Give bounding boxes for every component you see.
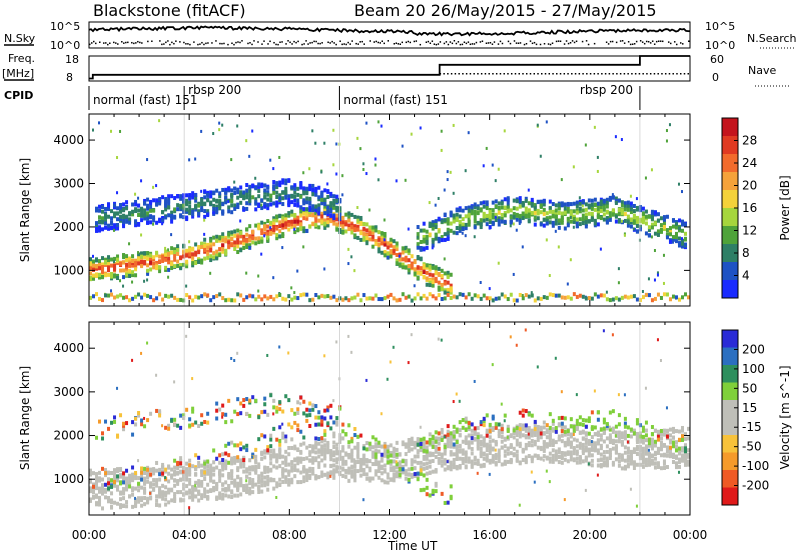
beam-date-title: Beam 20 26/May/2015 - 27/May/2015 (354, 1, 657, 20)
freq-tick-bottom: 8 (66, 71, 73, 84)
power-colorbar-swatch (722, 280, 738, 299)
xaxis-label: Time UT (387, 539, 438, 553)
power-colorbar-tick: 28 (742, 134, 757, 148)
power-colorbar-swatch (722, 190, 738, 209)
velocity-xtick-label: 08:00 (272, 528, 307, 542)
velocity-ytick-label: 3000 (53, 385, 84, 399)
nave-tick-top: 60 (710, 53, 724, 66)
velocity-colorbar-title: Velocity [m s^-1] (778, 365, 792, 469)
freq-unit: [MHz] (2, 67, 34, 80)
station-title: Blackstone (fitACF) (93, 1, 246, 20)
power-panel: Slant Range [km] 1000 2000 3000 4000 (18, 113, 691, 307)
freq-panel: Freq. [MHz] 18 8 60 0 Nave (2, 52, 790, 87)
velocity-ylabel: Slant Range [km] (18, 366, 32, 470)
velocity-colorbar-swatch (722, 417, 738, 436)
velocity-colorbar-tick: -200 (742, 479, 769, 493)
nave-tick-bottom: 0 (712, 71, 719, 84)
nsearch-tick-bottom: 10^0 (705, 39, 735, 52)
velocity-ytick-label: 4000 (53, 341, 84, 355)
cpid-label: CPID (4, 89, 33, 102)
power-colorbar-swatch (722, 262, 738, 281)
velocity-colorbar-tick: 15 (742, 401, 757, 415)
power-colorbar-swatch (722, 244, 738, 263)
cpid-segment-label: normal (fast) 151 (93, 93, 197, 107)
velocity-colorbar-swatch (722, 330, 738, 348)
velocity-colorbar-swatch (722, 382, 738, 401)
power-colorbar-tick: 8 (742, 246, 750, 260)
velocity-colorbar-tick: 100 (742, 362, 765, 376)
velocity-ytick-label: 1000 (53, 472, 84, 486)
velocity-colorbar-tick: -100 (742, 459, 769, 473)
nave-label: Nave (748, 64, 776, 77)
power-colorbar-swatch (722, 118, 738, 137)
power-ytick-label: 4000 (53, 133, 84, 147)
power-colorbar-swatch (722, 136, 738, 155)
power-colorbar-swatch (722, 208, 738, 227)
power-colorbar-tick: 4 (742, 269, 750, 283)
freq-tick-top: 18 (65, 53, 79, 66)
velocity-colorbar-tick: -50 (742, 440, 762, 454)
power-colorbar-tick: 24 (742, 156, 757, 170)
freq-label: Freq. (8, 52, 35, 65)
cpid-segment-label: normal (fast) 151 (343, 93, 447, 107)
velocity-xtick-label: 12:00 (372, 528, 407, 542)
power-ytick-label: 3000 (53, 177, 84, 191)
power-colorbar-title: Power [dB] (778, 175, 792, 240)
velocity-colorbar-swatch (722, 400, 738, 418)
velocity-colorbar-tick: -15 (742, 420, 762, 434)
cpid-segment-label: rbsp 200 (580, 83, 633, 97)
velocity-xtick-label: 20:00 (573, 528, 608, 542)
nsearch-label: N.Search (747, 32, 797, 45)
nsky-tick-bottom: 10^0 (50, 39, 80, 52)
velocity-xtick-label: 00:00 (72, 528, 107, 542)
velocity-xtick-label: 16:00 (472, 528, 507, 542)
velocity-xtick-label: 00:00 (673, 528, 708, 542)
nsky-tick-top: 10^5 (50, 20, 80, 33)
velocity-colorbar-tick: 200 (742, 342, 765, 356)
power-ylabel: Slant Range [km] (18, 158, 32, 262)
velocity-xtick-label: 04:00 (172, 528, 207, 542)
velocity-colorbar-swatch (722, 435, 738, 453)
nsky-panel: N.Sky 10^5 10^0 10^5 10^0 N.Search (4, 20, 797, 52)
velocity-colorbar-swatch (722, 365, 738, 383)
power-colorbar-tick: 12 (742, 224, 757, 238)
nsearch-tick-top: 10^5 (705, 20, 735, 33)
velocity-panel: Slant Range [km] 1000 2000 3000 4000 00:00 0… (18, 321, 708, 542)
velocity-colorbar-tick: 50 (742, 381, 757, 395)
velocity-colorbar-swatch (722, 470, 738, 488)
power-colorbar-swatch (722, 172, 738, 191)
power-ytick-label: 1000 (53, 263, 84, 277)
power-colorbar: 28 24 20 16 12 8 4 Power [dB] (721, 117, 792, 299)
power-colorbar-tick: 16 (742, 201, 757, 215)
cpid-segment-label: rbsp 200 (188, 83, 241, 97)
power-colorbar-swatch (722, 226, 738, 245)
velocity-colorbar-swatch (722, 487, 738, 506)
power-colorbar-swatch (722, 154, 738, 173)
velocity-ytick-label: 2000 (53, 429, 84, 443)
power-colorbar-tick: 20 (742, 179, 757, 193)
velocity-colorbar-swatch (722, 452, 738, 471)
velocity-colorbar-swatch (722, 347, 738, 366)
velocity-colorbar: 200 100 50 15 -15 -50 -100 -200 Velocity [m s^-1… (721, 329, 792, 506)
power-ytick-label: 2000 (53, 220, 84, 234)
nsky-label: N.Sky (4, 32, 36, 45)
